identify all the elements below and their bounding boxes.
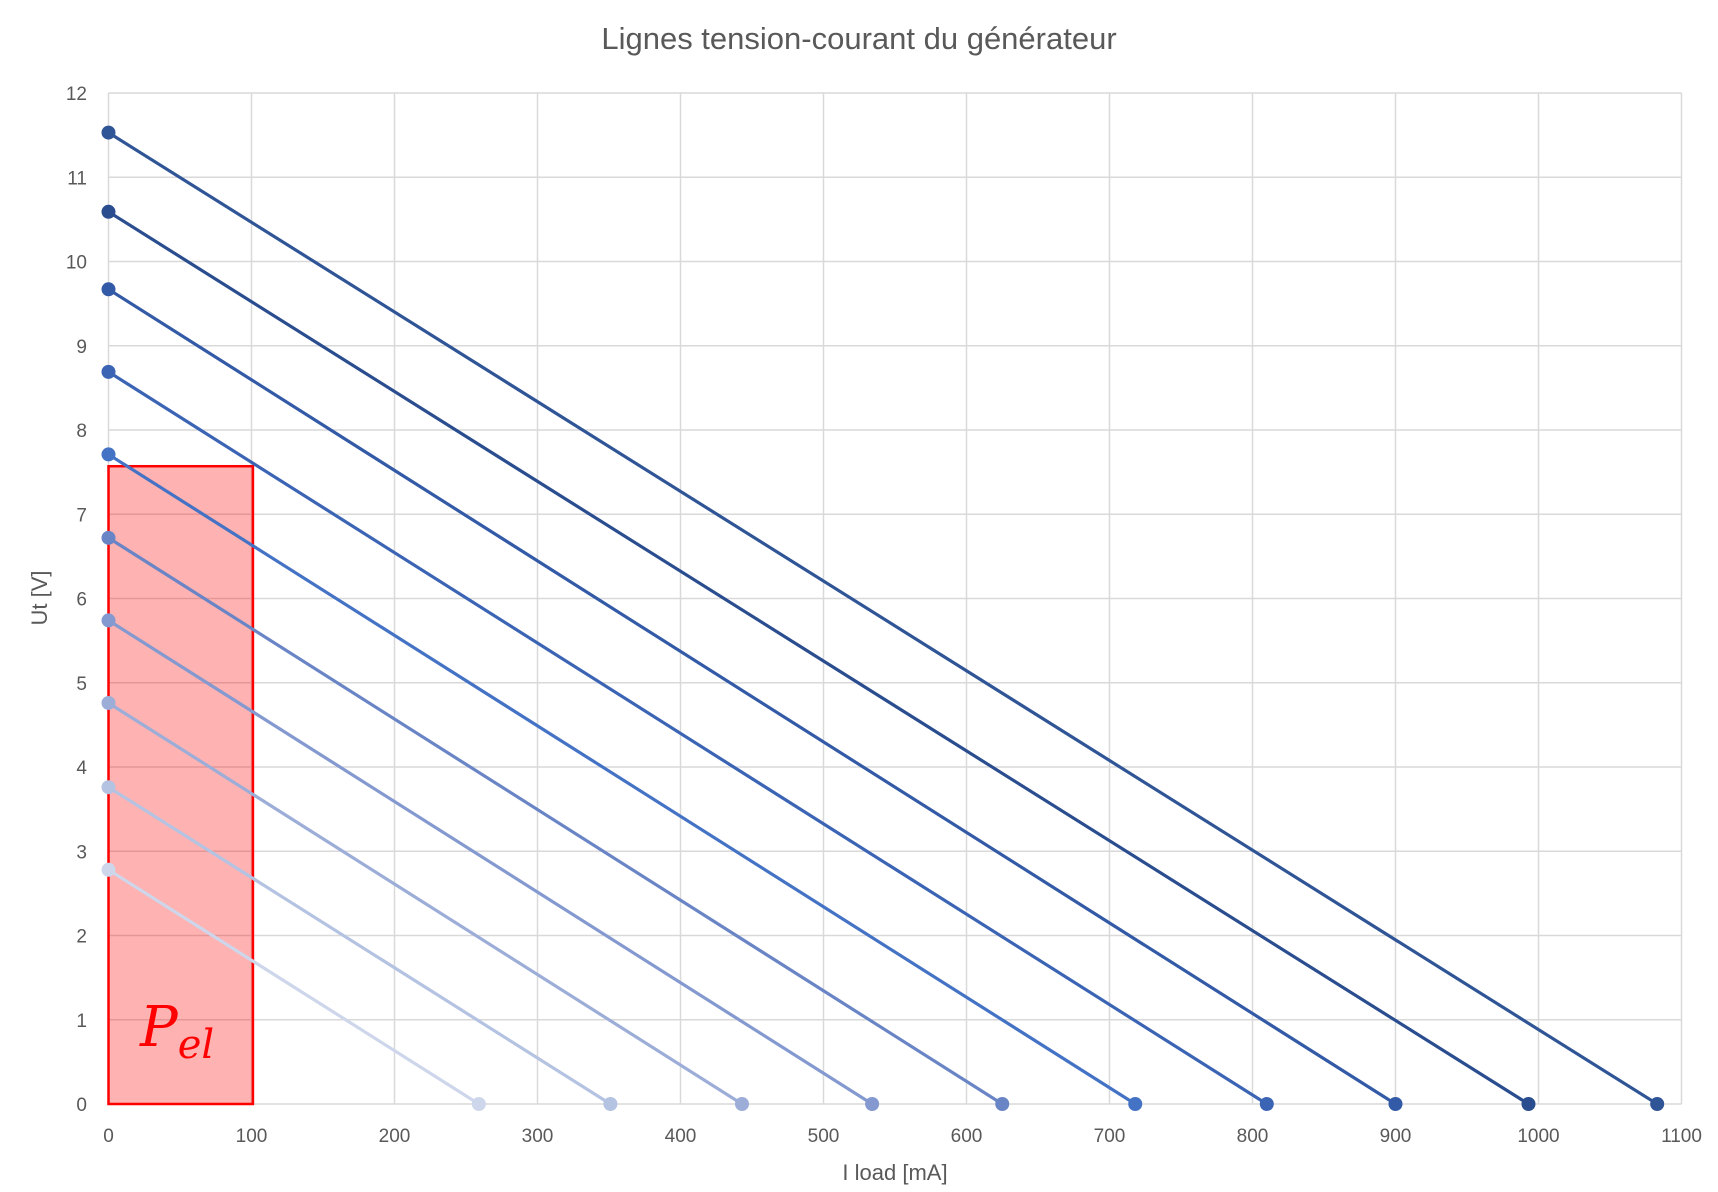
x-tick-label-7: 700: [1094, 1126, 1126, 1147]
series-line-10: [107, 131, 1659, 1106]
series-10-point-1: [101, 125, 116, 140]
x-tick-label-3: 300: [522, 1126, 554, 1147]
y-tick-label-8: 8: [76, 421, 87, 442]
series-3: [101, 695, 749, 1111]
y-axis-title: Ut [V]: [27, 570, 52, 625]
x-tick-label-2: 200: [379, 1126, 411, 1147]
x-tick-label-11: 1100: [1661, 1126, 1702, 1147]
power-region: [107, 464, 255, 1106]
power-label-main: P: [139, 995, 179, 1060]
series-line-5: [107, 536, 1004, 1106]
x-tick-label-6: 600: [951, 1126, 983, 1147]
series-6: [101, 447, 1143, 1111]
x-tick-label-5: 500: [808, 1126, 840, 1147]
series-9-point-1: [101, 204, 116, 219]
x-tick-label-0: 0: [103, 1126, 114, 1147]
series-line-4: [107, 619, 873, 1106]
y-tick-label-3: 3: [76, 842, 87, 863]
series-layer: [101, 125, 1665, 1111]
grid: [107, 92, 1683, 1105]
series-9: [101, 204, 1536, 1111]
x-tick-label-4: 400: [665, 1126, 697, 1147]
series-7-point-2: [1259, 1097, 1274, 1111]
power-label-subscript: el: [178, 1022, 214, 1068]
series-line-3: [107, 701, 743, 1106]
x-tick-label-10: 1000: [1517, 1126, 1559, 1147]
y-tick-label-12: 12: [66, 84, 87, 105]
series-8-point-1: [101, 282, 116, 297]
series-3-point-1: [101, 695, 116, 710]
series-8: [101, 282, 1403, 1111]
series-line-1: [107, 868, 480, 1106]
y-tick-label-9: 9: [76, 337, 87, 358]
series-4-point-1: [101, 613, 116, 628]
series-line-2: [107, 785, 612, 1106]
series-8-point-2: [1388, 1097, 1403, 1111]
series-7: [101, 364, 1274, 1111]
series-line-6: [107, 453, 1137, 1106]
series-4: [101, 613, 880, 1111]
series-2-point-1: [101, 780, 116, 795]
x-axis-title: I load [mA]: [842, 1160, 947, 1185]
series-1: [101, 862, 486, 1111]
y-tick-label-0: 0: [76, 1095, 87, 1116]
series-3-point-2: [734, 1097, 749, 1111]
series-line-7: [107, 370, 1268, 1106]
x-tick-label-8: 800: [1237, 1126, 1269, 1147]
y-tick-label-1: 1: [76, 1011, 87, 1032]
series-2-point-2: [603, 1097, 618, 1111]
y-tick-label-10: 10: [66, 253, 87, 274]
series-1-point-2: [471, 1097, 486, 1111]
x-tick-label-9: 900: [1380, 1126, 1412, 1147]
chart-title: Lignes tension-courant du générateur: [601, 21, 1116, 56]
series-7-point-1: [101, 364, 116, 379]
series-5: [101, 530, 1010, 1111]
series-6-point-1: [101, 447, 116, 462]
series-5-point-1: [101, 530, 116, 545]
series-5-point-2: [995, 1097, 1010, 1111]
series-line-8: [107, 287, 1397, 1106]
y-tick-label-2: 2: [76, 927, 87, 948]
series-10: [101, 125, 1665, 1111]
series-1-point-1: [101, 862, 116, 877]
series-2: [101, 780, 618, 1111]
series-6-point-2: [1128, 1097, 1143, 1111]
y-tick-label-7: 7: [76, 505, 87, 526]
series-10-point-2: [1650, 1097, 1665, 1111]
y-tick-label-11: 11: [67, 168, 87, 189]
x-tick-labels: 0 100 200 300 400 500 600 700 800 900 1000 1100: [103, 1126, 1702, 1147]
power-region-rect: [107, 464, 255, 1106]
y-tick-label-6: 6: [76, 590, 87, 611]
y-tick-label-5: 5: [76, 674, 87, 695]
x-tick-label-1: 100: [236, 1126, 268, 1147]
series-line-9: [107, 210, 1530, 1106]
power-region-label: Pel: [139, 995, 214, 1068]
series-4-point-2: [865, 1097, 880, 1111]
series-9-point-2: [1521, 1097, 1536, 1111]
power-region-label-text: Pel: [139, 995, 214, 1068]
y-tick-label-4: 4: [76, 758, 87, 779]
